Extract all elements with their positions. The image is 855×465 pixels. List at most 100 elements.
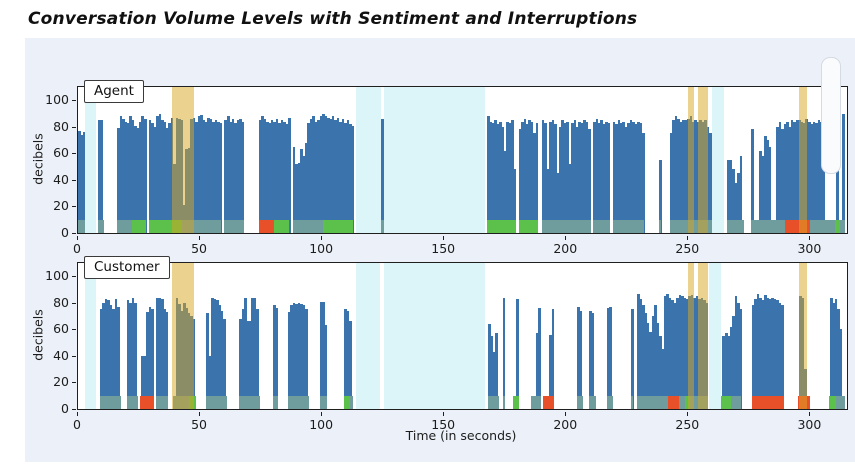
volume-bar [381,118,385,233]
y-tick-mark [72,233,76,234]
volume-bar [729,160,733,233]
x-tick-mark [199,412,201,416]
volume-bar [541,120,545,233]
volume-bar [578,121,582,233]
volume-bar [677,118,680,233]
x-tick-label: 150 [431,417,456,432]
x-tick-mark [77,236,78,240]
sentiment-positive-segment [131,219,147,233]
sentiment-neutral-segment [206,395,227,409]
volume-bar [756,293,760,409]
volume-bar [275,308,279,409]
x-tick-mark [321,412,323,416]
volume-bar [246,321,250,409]
volume-bar [588,129,591,233]
volume-bar [206,313,209,409]
volume-bar [305,142,308,233]
volume-bar [694,120,697,233]
volume-bar [488,324,491,409]
volume-bar [253,297,257,409]
volume-bar [278,122,281,233]
volume-bar [207,117,210,233]
sentiment-neutral-segment [117,219,132,233]
volume-bar [617,120,621,233]
volume-bar [810,124,813,233]
volume-bar [112,309,115,409]
volume-bar [793,121,796,233]
volume-bar [556,173,560,233]
subplot-agent [77,86,848,234]
volume-bar [837,309,840,409]
volume-bar [768,146,772,233]
volume-bar [300,149,303,233]
figure-canvas: Agent Customer 0 50 100 150 200 250 300 0 50 100… [25,38,855,462]
volume-bar [156,116,159,233]
volume-bar [211,297,214,409]
sentiment-neutral-segment [97,219,104,233]
volume-bar [146,312,149,409]
sentiment-neutral-segment [381,219,384,233]
volume-bar [319,301,323,409]
volume-bar [535,122,539,233]
x-tick-label: 50 [191,417,208,432]
volume-bar [489,121,492,233]
volume-bar [637,121,640,233]
volume-bar [571,122,574,233]
volume-bar [134,302,137,409]
volume-bar [215,300,219,409]
volume-bar [666,293,669,409]
sentiment-positive-segment [512,395,519,409]
y-tick-label: 40 [53,171,69,187]
y-tick-label: 20 [53,374,69,390]
sentiment-neutral-segment [612,219,645,233]
volume-bar [309,118,313,233]
sentiment-positive-segment [274,219,290,233]
scrollbar-thumb[interactable] [821,57,841,174]
volume-bar [551,120,555,233]
volume-bar [134,125,137,233]
interruption-band [171,87,194,233]
sentiment-neutral-segment [637,395,668,409]
legend-customer: Customer [84,256,170,279]
volume-bar [305,309,308,409]
volume-bar [248,321,252,409]
volume-bar [644,313,647,409]
volume-bar [795,120,799,233]
volume-bar [842,113,845,233]
volume-bar [602,124,606,233]
volume-bar [158,113,162,233]
y-tick-mark [72,206,76,208]
volume-bar [834,298,838,409]
x-tick-label: 100 [309,417,334,432]
sentiment-neutral-segment [126,395,138,409]
volume-bar [639,298,643,409]
volume-bar [523,118,527,233]
volume-bar [195,121,198,233]
volume-bar [244,297,247,409]
y-tick-mark [72,100,76,102]
interruption-band [698,87,708,233]
volume-bar [292,146,296,233]
volume-bar [706,126,710,233]
volume-bar [158,297,162,409]
volume-bar [226,116,230,233]
legend-agent-label: Agent [94,83,134,99]
volume-bar [822,129,826,233]
volume-bar [192,318,196,409]
volume-bar [499,121,502,233]
volume-bar [739,156,743,233]
volume-bar [671,300,674,409]
volume-bar [508,122,512,233]
volume-bar [639,122,643,233]
volume-bar [224,120,228,233]
volume-bar [204,121,208,233]
interruption-band [698,263,708,409]
x-tick-label: 0 [73,241,81,256]
volume-bar [334,120,337,233]
volume-bar [494,120,497,233]
sentiment-neutral-segment [488,395,500,409]
volume-bar [807,121,811,233]
interruption-band [798,263,807,409]
sentiment-neutral-segment [287,395,309,409]
